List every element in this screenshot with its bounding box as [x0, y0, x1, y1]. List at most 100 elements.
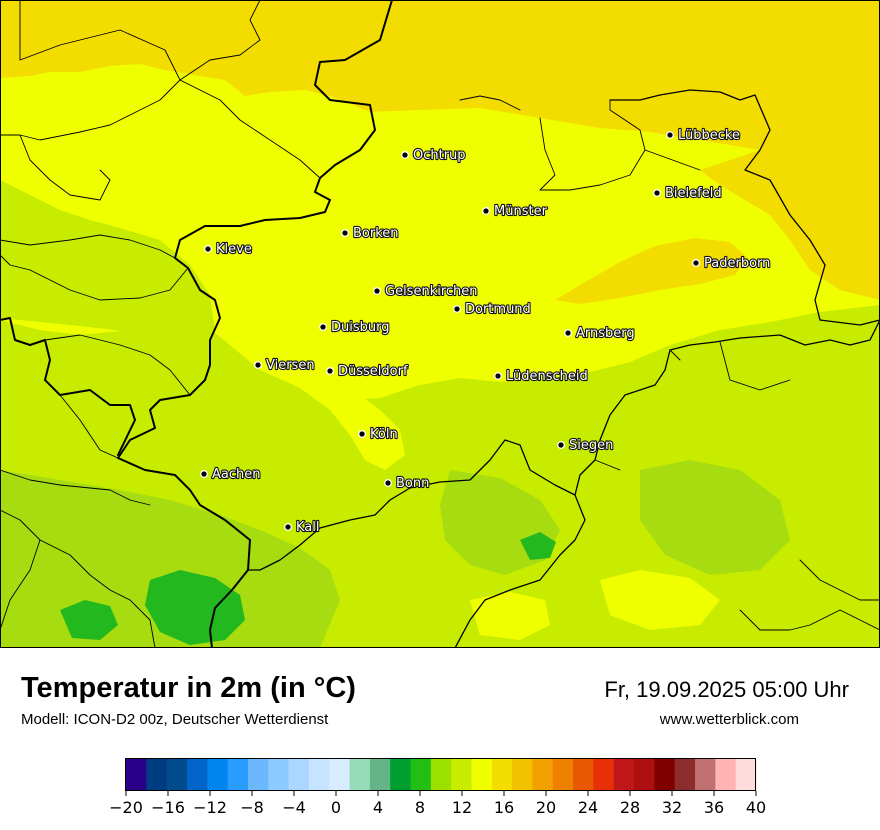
- temperature-field-west-green: [0, 180, 215, 335]
- city-borken: Borken: [341, 225, 400, 242]
- city-duesseldorf: Düsseldorf: [326, 363, 409, 380]
- city-marker-icon: [453, 305, 461, 313]
- city-label: Bonn: [396, 476, 429, 491]
- temperature-map: Ochtrup Lübbecke Bielefeld Münster Borke…: [0, 0, 880, 648]
- legend-swatch: [573, 759, 595, 791]
- legend-swatch: [308, 759, 330, 791]
- city-bielefeld: Bielefeld: [653, 185, 723, 202]
- legend-swatch: [288, 759, 310, 791]
- city-marker-icon: [204, 245, 212, 253]
- city-kleve: Kleve: [204, 241, 253, 258]
- city-marker-icon: [200, 470, 208, 478]
- temperature-field-cologne-tongue: [300, 388, 405, 470]
- city-label: Lübbecke: [678, 128, 740, 143]
- temperature-field-yellow-patch-s: [470, 592, 550, 640]
- city-label: Düsseldorf: [338, 364, 408, 379]
- city-kall: Kall: [284, 519, 321, 536]
- city-label: Borken: [353, 226, 399, 241]
- city-dortmund: Dortmund: [453, 301, 532, 318]
- legend-swatches: [126, 759, 757, 791]
- city-duisburg: Duisburg: [319, 319, 391, 336]
- national-border-nl-de: [117, 0, 393, 648]
- temperature-field-green-patch-3: [520, 532, 556, 560]
- city-label: Köln: [370, 427, 398, 442]
- city-koeln: Köln: [358, 426, 399, 443]
- legend-tick-label: 12: [452, 798, 472, 817]
- city-marker-icon: [653, 189, 661, 197]
- legend-swatch: [329, 759, 351, 791]
- legend-swatch: [634, 759, 655, 791]
- city-marker-icon: [564, 329, 572, 337]
- city-marker-icon: [373, 287, 381, 295]
- city-marker-icon: [341, 229, 349, 237]
- legend-swatch: [674, 759, 696, 791]
- color-legend: −20 −16 −12 −8 −4 0 4 8 12 16 20 24 28 32 36 40: [109, 758, 766, 817]
- legend-tick-label: −4: [282, 798, 306, 817]
- legend-swatch: [227, 759, 249, 791]
- city-luedenscheid: Lüdenscheid: [494, 368, 589, 385]
- legend-swatch: [247, 759, 269, 791]
- city-label: Siegen: [569, 438, 613, 453]
- city-markers: Ochtrup Lübbecke Bielefeld Münster Borke…: [200, 127, 771, 536]
- city-label: Münster: [494, 204, 548, 219]
- city-marker-icon: [319, 323, 327, 331]
- city-aachen: Aachen: [200, 466, 262, 483]
- legend-swatch: [410, 759, 432, 791]
- legend-swatch: [126, 759, 147, 791]
- city-label: Kleve: [216, 242, 252, 257]
- legend-swatch: [268, 759, 290, 791]
- city-marker-icon: [401, 151, 409, 159]
- legend-swatch: [735, 759, 757, 791]
- legend-swatch: [207, 759, 229, 791]
- temperature-field-paderborn-pocket: [555, 238, 748, 304]
- legend-tick-label: 8: [415, 798, 425, 817]
- legend-swatch: [451, 759, 473, 791]
- city-marker-icon: [557, 441, 565, 449]
- legend-swatch: [471, 759, 493, 791]
- temperature-field-north-east: [700, 150, 880, 300]
- legend-tick-label: 32: [662, 798, 682, 817]
- legend-swatch: [715, 759, 737, 791]
- city-marker-icon: [326, 367, 334, 375]
- city-label: Lüdenscheid: [506, 369, 588, 384]
- city-label: Arnsberg: [576, 326, 635, 341]
- city-label: Aachen: [212, 467, 260, 482]
- legend-swatch: [512, 759, 534, 791]
- city-marker-icon: [482, 207, 490, 215]
- legend-swatch: [430, 759, 452, 791]
- city-marker-icon: [384, 479, 392, 487]
- legend-tick-label: 36: [704, 798, 724, 817]
- legend-swatch: [390, 759, 412, 791]
- temperature-field-yellow-patch-se: [600, 570, 720, 630]
- city-label: Paderborn: [704, 256, 770, 271]
- legend-tick-label: −12: [193, 798, 227, 817]
- city-paderborn: Paderborn: [692, 255, 771, 272]
- national-border-be-de: [0, 317, 136, 456]
- city-label: Viersen: [266, 358, 315, 373]
- city-label: Kall: [296, 520, 320, 535]
- legend-swatch: [146, 759, 168, 791]
- state-border-hesse: [454, 319, 880, 648]
- city-label: Duisburg: [331, 320, 390, 335]
- model-source: Modell: ICON-D2 00z, Deutscher Wetterdie…: [21, 711, 329, 728]
- city-gelsenkirchen: Gelsenkirchen: [373, 283, 479, 300]
- legend-tick-label: 24: [578, 798, 598, 817]
- legend-tick-label: 28: [620, 798, 640, 817]
- city-marker-icon: [358, 430, 366, 438]
- city-arnsberg: Arnsberg: [564, 325, 636, 342]
- city-marker-icon: [494, 372, 502, 380]
- city-label: Gelsenkirchen: [385, 284, 478, 299]
- legend-tick-label: −8: [240, 798, 264, 817]
- legend-swatch: [593, 759, 615, 791]
- city-label: Ochtrup: [413, 148, 466, 163]
- temperature-field-eifel-green: [145, 570, 245, 645]
- city-siegen: Siegen: [557, 437, 614, 454]
- legend-swatch: [186, 759, 208, 791]
- legend-tick-label: −16: [151, 798, 185, 817]
- website-link[interactable]: www.wetterblick.com: [659, 711, 799, 728]
- legend-swatch: [349, 759, 371, 791]
- legend-swatch: [532, 759, 554, 791]
- legend-swatch: [552, 759, 574, 791]
- city-muenster: Münster: [482, 203, 549, 220]
- legend-swatch: [166, 759, 188, 791]
